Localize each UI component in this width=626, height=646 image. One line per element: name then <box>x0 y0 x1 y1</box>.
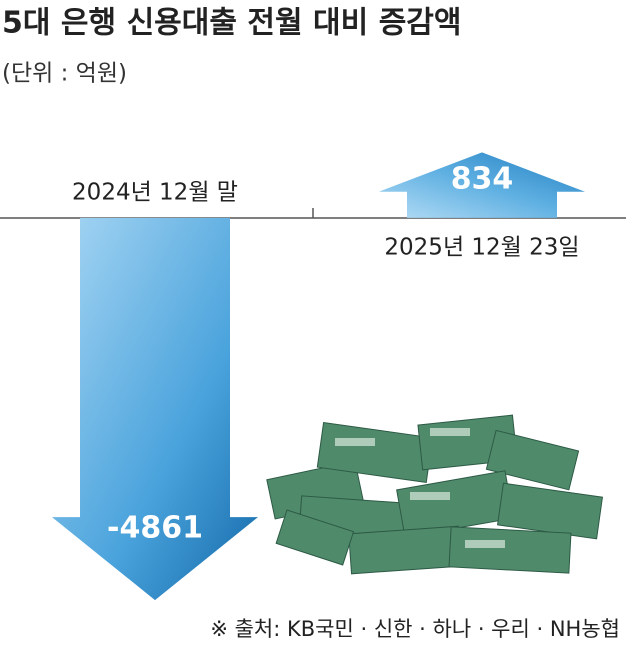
chart-title: 5대 은행 신용대출 전월 대비 증감액 <box>2 6 462 41</box>
arrow-bar <box>379 152 585 218</box>
arrow-bar <box>52 217 258 601</box>
money-pile-illustration <box>266 414 604 575</box>
x-tick-label: 2025년 12월 23일 <box>384 234 579 260</box>
value-label: -4861 <box>107 511 203 546</box>
source-note: ※ 출처: KB국민 · 신한 · 하나 · 우리 · NH농협 <box>210 617 620 641</box>
x-tick-label: 2024년 12월 말 <box>72 179 238 205</box>
value-label: 834 <box>451 162 514 197</box>
chart-subtitle: (단위 : 억원) <box>2 61 127 87</box>
